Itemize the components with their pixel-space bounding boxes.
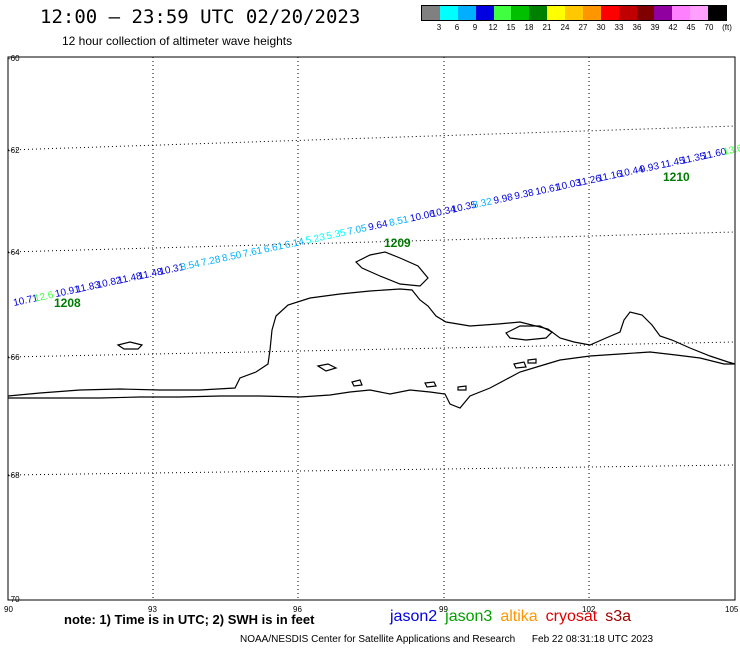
islet	[352, 380, 362, 386]
island-west	[118, 342, 142, 349]
footer-note: note: 1) Time is in UTC; 2) SWH is in fe…	[64, 612, 314, 627]
lat-label: -62	[8, 146, 20, 155]
swh-label: 5.23	[305, 232, 327, 247]
parallel-68	[8, 465, 735, 475]
swh-label: 8.54	[179, 259, 201, 274]
graticule	[8, 57, 735, 600]
swh-label: 8.51	[388, 214, 410, 229]
swh-label: 9.64	[367, 219, 389, 234]
credit-text: NOAA/NESDIS Center for Satellite Applica…	[240, 634, 515, 645]
lat-label: -68	[8, 471, 20, 480]
map-frame	[8, 57, 735, 600]
lat-label: -64	[8, 248, 20, 257]
swh-label: 5.35	[326, 227, 348, 242]
mission-s3a: s3a	[605, 608, 631, 625]
island-east	[506, 326, 552, 340]
swh-label: 13.6	[722, 143, 740, 158]
parallel-66	[8, 342, 735, 357]
swh-label: 7.05	[346, 223, 368, 238]
swh-label: 7.61	[242, 245, 264, 260]
lat-label: -70	[8, 595, 20, 604]
swh-label: 6.61	[263, 241, 285, 256]
time-label: 1208	[54, 296, 81, 310]
mission-jason2: jason2	[390, 608, 437, 625]
lat-label: -66	[8, 353, 20, 362]
credit-line: NOAA/NESDIS Center for Satellite Applica…	[240, 634, 653, 645]
swh-label: 9.38	[514, 187, 536, 202]
swh-label: 6.14	[284, 236, 306, 251]
swh-label: 12.6	[33, 290, 55, 305]
islet	[318, 364, 336, 371]
islet	[458, 386, 466, 390]
coastline-main	[8, 289, 735, 408]
island-north	[356, 252, 428, 286]
lat-label: -60	[8, 54, 20, 63]
mission-jason3: jason3	[445, 608, 492, 625]
parallel-62	[8, 126, 735, 150]
swh-label: 8.32	[472, 196, 494, 211]
swh-label: 9.93	[639, 161, 661, 176]
lon-label: 90	[4, 605, 13, 614]
swh-label: 8.50	[221, 250, 243, 265]
time-label: 1209	[384, 236, 411, 250]
islet	[528, 359, 536, 363]
generated-timestamp: Feb 22 08:31:18 UTC 2023	[532, 634, 653, 645]
swh-label: 9.98	[493, 192, 515, 207]
time-label: 1210	[663, 170, 690, 184]
islet	[425, 382, 436, 387]
parallel-64	[8, 232, 735, 252]
lon-label: 105	[725, 605, 739, 614]
mission-altika: altika	[500, 608, 537, 625]
islet	[514, 362, 526, 368]
swh-label: 7.28	[200, 254, 222, 269]
mission-cryosat: cryosat	[546, 608, 598, 625]
mission-legend: jason2 jason3 altika cryosat s3a	[390, 608, 639, 626]
